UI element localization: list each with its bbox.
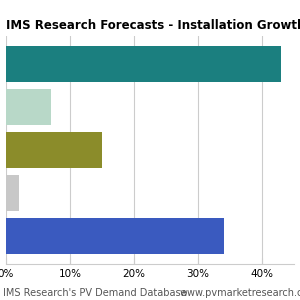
Bar xyxy=(6,89,51,124)
Text: IMS Research's PV Demand Database: IMS Research's PV Demand Database xyxy=(3,289,187,298)
Text: IMS Research Forecasts - Installation Growth in 2011 by S: IMS Research Forecasts - Installation Gr… xyxy=(6,19,300,32)
Bar xyxy=(6,218,224,254)
Text: www.pvmarketresearch.co: www.pvmarketresearch.co xyxy=(180,289,300,298)
Bar xyxy=(6,132,102,168)
Bar xyxy=(6,46,281,82)
Bar xyxy=(6,176,19,211)
